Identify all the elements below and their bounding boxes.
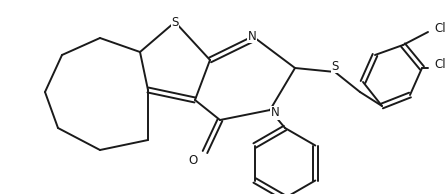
Text: S: S bbox=[332, 60, 339, 73]
Text: O: O bbox=[188, 153, 198, 166]
Text: S: S bbox=[171, 16, 179, 29]
Text: N: N bbox=[271, 107, 279, 120]
Text: N: N bbox=[247, 29, 256, 42]
Text: Cl: Cl bbox=[434, 22, 445, 35]
Text: Cl: Cl bbox=[434, 59, 445, 72]
